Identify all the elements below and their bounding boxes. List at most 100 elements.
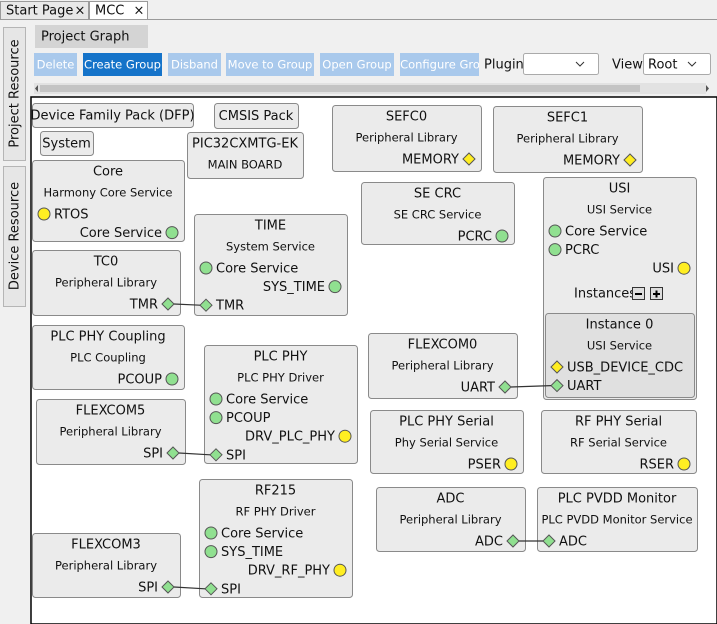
port-diamond[interactable] <box>166 446 180 460</box>
node-title[interactable]: System <box>42 137 90 152</box>
node[interactable] <box>32 103 194 128</box>
node-title[interactable]: PLC PVDD Monitor <box>558 492 677 507</box>
side-tab[interactable] <box>3 166 26 307</box>
port-circle[interactable] <box>504 457 518 471</box>
toolbar-button[interactable] <box>400 53 480 76</box>
node-title[interactable]: Core <box>93 165 123 180</box>
toolbar-button-label[interactable]: Open Group <box>322 58 391 72</box>
toolbar-button-label[interactable]: Create Group <box>84 58 161 72</box>
port-diamond[interactable] <box>204 582 218 596</box>
port-circle[interactable] <box>209 392 223 406</box>
port-diamond[interactable] <box>161 580 175 594</box>
node-title[interactable]: FLEXCOM0 <box>408 338 478 353</box>
node-title[interactable]: TIME <box>254 219 286 234</box>
node-title[interactable]: RF PHY Serial <box>575 415 662 430</box>
port-diamond[interactable] <box>623 153 637 167</box>
port-circle[interactable] <box>338 429 352 443</box>
port-diamond[interactable] <box>462 152 476 166</box>
tab-close[interactable]: × <box>134 4 145 19</box>
node[interactable] <box>214 103 299 129</box>
port-circle[interactable] <box>199 261 213 275</box>
node[interactable] <box>32 250 181 316</box>
port-circle[interactable] <box>677 261 691 275</box>
port-label: DRV_PLC_PHY <box>245 430 335 445</box>
port-diamond[interactable] <box>209 448 223 462</box>
port-circle[interactable] <box>204 545 218 559</box>
node[interactable] <box>332 105 482 172</box>
views-select[interactable] <box>643 53 711 75</box>
node[interactable] <box>204 345 358 464</box>
node[interactable] <box>537 487 698 552</box>
toolbar-button-label[interactable]: Disband <box>171 58 218 72</box>
node[interactable] <box>32 160 185 242</box>
port-circle[interactable] <box>677 457 691 471</box>
node[interactable] <box>194 214 348 316</box>
port-circle[interactable] <box>328 280 342 294</box>
port-circle[interactable] <box>548 243 562 257</box>
tab-label[interactable]: MCC <box>95 4 124 19</box>
tab[interactable] <box>0 1 89 20</box>
port-diamond[interactable] <box>550 360 564 374</box>
node-title[interactable]: SEFC1 <box>547 111 588 126</box>
node-title[interactable]: FLEXCOM3 <box>71 538 141 553</box>
node-title[interactable]: SE CRC <box>414 187 461 202</box>
node[interactable] <box>376 487 526 552</box>
node[interactable] <box>187 132 304 179</box>
node[interactable] <box>368 333 518 399</box>
port-circle[interactable] <box>495 229 509 243</box>
port-diamond[interactable] <box>542 534 556 548</box>
node-title[interactable]: USI <box>609 182 631 197</box>
port-diamond[interactable] <box>161 297 175 311</box>
node-title[interactable]: Device Family Pack (DFP) <box>30 109 194 124</box>
node-title[interactable]: PLC PHY <box>254 350 308 365</box>
port-diamond[interactable] <box>506 534 520 548</box>
port-diamond[interactable] <box>498 380 512 394</box>
node-title[interactable]: PLC PHY Serial <box>399 415 494 430</box>
toolbar-button[interactable] <box>168 53 221 76</box>
node-title[interactable]: FLEXCOM5 <box>76 404 146 419</box>
side-tab[interactable] <box>3 27 26 161</box>
tab-close[interactable]: × <box>75 4 86 19</box>
toolbar-button[interactable] <box>83 53 162 76</box>
node-title[interactable]: TC0 <box>93 255 119 270</box>
port-circle[interactable] <box>165 226 179 240</box>
port-circle[interactable] <box>204 526 218 540</box>
port-circle[interactable] <box>333 563 347 577</box>
node[interactable] <box>40 131 94 156</box>
scroll-thumb[interactable] <box>40 85 640 92</box>
side-tab-label[interactable]: Project Resource <box>8 39 23 147</box>
node-title[interactable]: CMSIS Pack <box>219 109 294 124</box>
node[interactable] <box>36 399 186 465</box>
node-title[interactable]: PIC32CXMTG-EK <box>192 137 298 152</box>
port-diamond[interactable] <box>199 298 213 312</box>
node-title[interactable]: Instance 0 <box>586 318 654 333</box>
port-circle[interactable] <box>209 411 223 425</box>
toolbar-button[interactable] <box>226 53 314 76</box>
tab-label[interactable]: Start Page <box>6 4 73 19</box>
toolbar-button[interactable] <box>34 53 77 76</box>
node-title[interactable]: PLC PHY Coupling <box>50 330 165 345</box>
node[interactable] <box>199 479 353 598</box>
node[interactable] <box>545 313 695 398</box>
node[interactable] <box>493 106 643 173</box>
plugins-select[interactable] <box>523 53 599 75</box>
node-title[interactable]: RF215 <box>255 484 296 499</box>
toolbar-button-label[interactable]: Configure Gro <box>400 58 480 72</box>
port-circle[interactable] <box>165 372 179 386</box>
port-circle[interactable] <box>37 207 51 221</box>
node[interactable] <box>541 410 697 474</box>
node[interactable] <box>32 533 181 598</box>
side-tab-label[interactable]: Device Resource <box>8 182 23 290</box>
node[interactable] <box>370 410 524 474</box>
node[interactable] <box>32 325 185 390</box>
node-title[interactable]: ADC <box>437 492 465 507</box>
port-circle[interactable] <box>548 224 562 238</box>
tab[interactable] <box>89 1 148 20</box>
node-title[interactable]: SEFC0 <box>386 110 427 125</box>
toolbar-button-label[interactable]: Move to Group <box>228 58 313 72</box>
toolbar-button-label[interactable]: Delete <box>37 58 75 72</box>
port-diamond[interactable] <box>550 378 564 393</box>
views-value[interactable]: Root <box>648 58 677 73</box>
node[interactable] <box>361 182 515 245</box>
toolbar-button[interactable] <box>320 53 394 76</box>
